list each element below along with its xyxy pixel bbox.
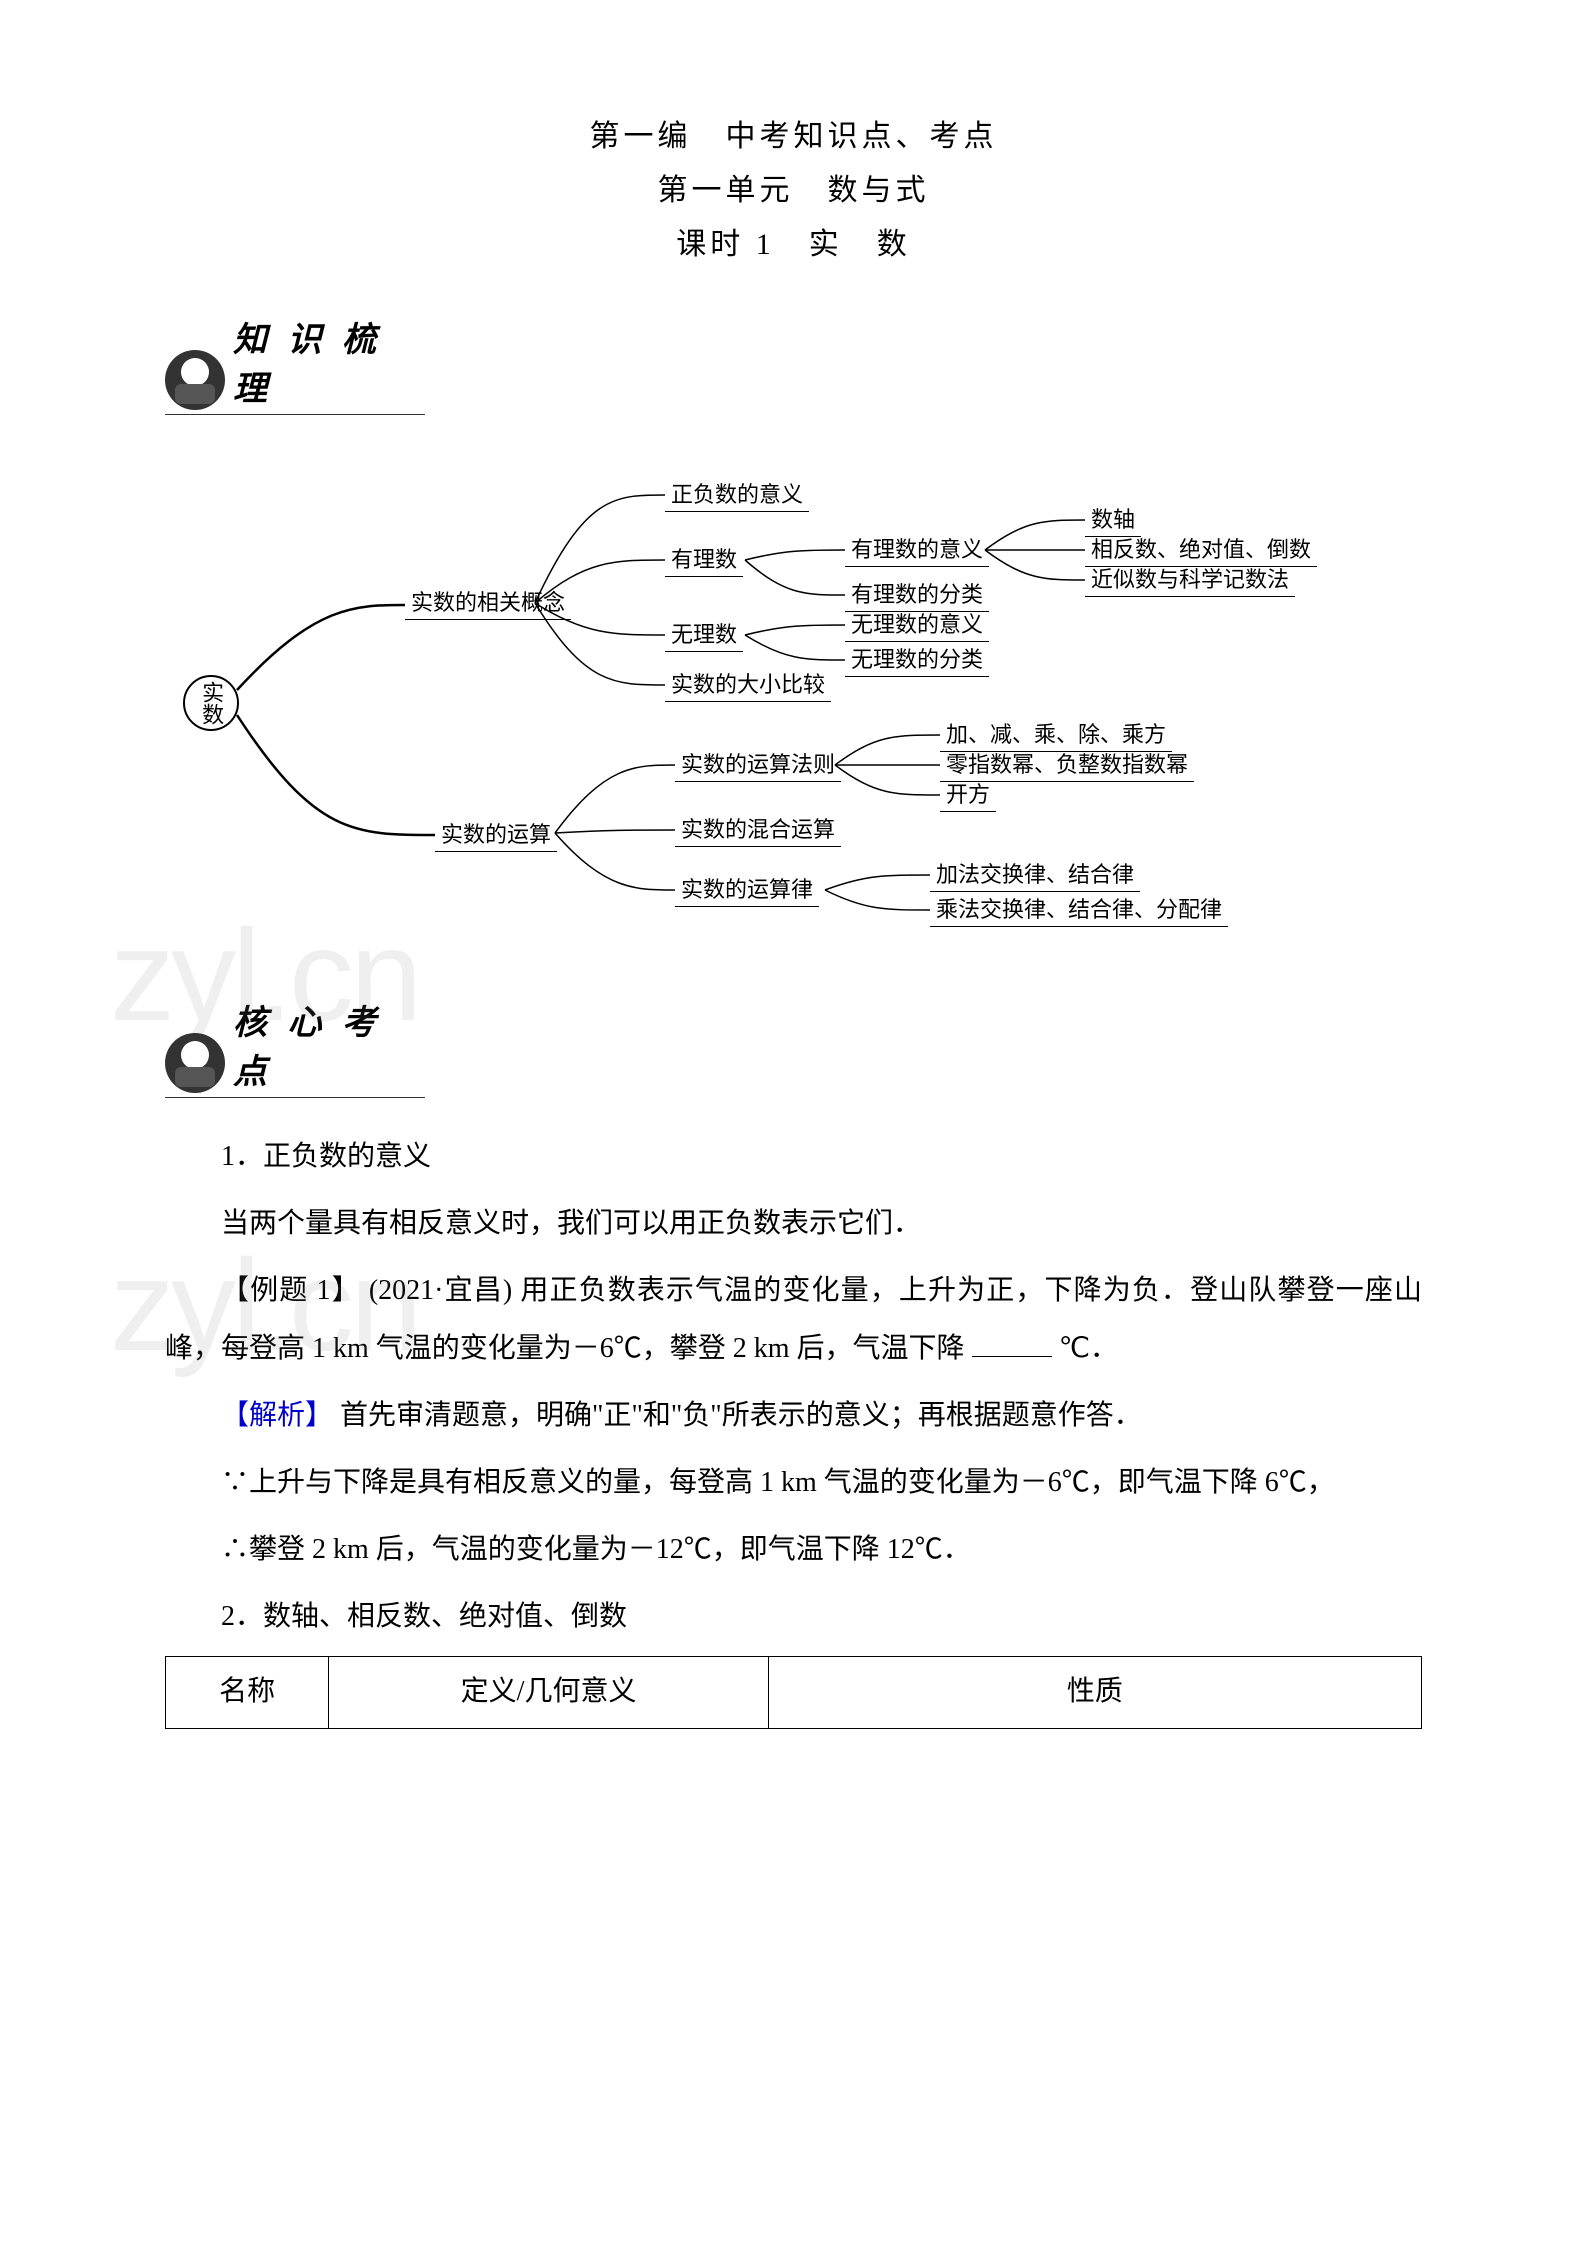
node-irr-meaning: 无理数的意义: [845, 607, 989, 642]
example-source: (2021·宜昌): [369, 1275, 512, 1306]
node-mullaw: 乘法交换律、结合律、分配律: [930, 892, 1228, 927]
th-name: 名称: [166, 1657, 329, 1729]
unit-title: 第一单元 数与式: [165, 164, 1422, 218]
p2-title: 2．数轴、相反数、绝对值、倒数: [165, 1588, 1422, 1647]
node-mixed: 实数的混合运算: [675, 812, 841, 847]
node-compare: 实数的大小比较: [665, 667, 831, 702]
node-root: 开方: [940, 777, 996, 812]
th-prop: 性质: [768, 1657, 1421, 1729]
mindmap-root: 实数: [183, 675, 239, 731]
node-concepts: 实数的相关概念: [405, 585, 571, 620]
mascot-icon: [165, 1033, 225, 1093]
node-approx: 近似数与科学记数法: [1085, 562, 1295, 597]
analysis-label: 【解析】: [221, 1400, 333, 1431]
section-header-zhishi: 知 识 梳 理: [165, 312, 425, 415]
page-content: 第一编 中考知识点、考点 第一单元 数与式 课时 1 实 数 知 识 梳 理: [0, 0, 1587, 1789]
table-header-row: 名称 定义/几何意义 性质: [166, 1657, 1422, 1729]
node-rational: 有理数: [665, 542, 743, 577]
therefore-line: ∴攀登 2 km 后，气温的变化量为－12℃，即气温下降 12℃．: [165, 1521, 1422, 1580]
mindmap: 实数 实数的相关概念 实数的运算 正负数的意义 有理数 无理数 实数的大小比较 …: [165, 435, 1365, 965]
mascot-icon: [165, 350, 225, 410]
analysis-para: 【解析】 首先审清题意，明确"正"和"负"所表示的意义；再根据题意作答．: [165, 1387, 1422, 1446]
node-irrational: 无理数: [665, 617, 743, 652]
fill-blank: [972, 1324, 1052, 1358]
p1-title: 1．正负数的意义: [165, 1128, 1422, 1187]
node-posneg: 正负数的意义: [665, 477, 809, 512]
section-header-hexin: 核 心 考 点: [165, 995, 425, 1098]
node-rules: 实数的运算法则: [675, 747, 841, 782]
definition-table: 名称 定义/几何意义 性质: [165, 1656, 1422, 1729]
node-irr-class: 无理数的分类: [845, 642, 989, 677]
section-title: 知 识 梳 理: [233, 312, 425, 410]
section-title: 核 心 考 点: [233, 995, 425, 1093]
p1-text: 当两个量具有相反意义时，我们可以用正负数表示它们．: [165, 1195, 1422, 1254]
title-block: 第一编 中考知识点、考点 第一单元 数与式 课时 1 实 数: [165, 110, 1422, 272]
node-addlaw: 加法交换律、结合律: [930, 857, 1140, 892]
example-text-2: ℃．: [1059, 1333, 1118, 1364]
because-line: ∵上升与下降是具有相反意义的量，每登高 1 km 气温的变化量为－6℃，即气温下…: [165, 1454, 1422, 1513]
th-def: 定义/几何意义: [329, 1657, 769, 1729]
node-ops: 实数的运算: [435, 817, 557, 852]
part-title: 第一编 中考知识点、考点: [165, 110, 1422, 164]
text-body: 1．正负数的意义 当两个量具有相反意义时，我们可以用正负数表示它们． 【例题 1…: [165, 1128, 1422, 1729]
lesson-title: 课时 1 实 数: [165, 218, 1422, 272]
example-label: 【例题 1】: [221, 1275, 361, 1306]
analysis-text: 首先审清题意，明确"正"和"负"所表示的意义；再根据题意作答．: [340, 1400, 1142, 1431]
node-rational-meaning: 有理数的意义: [845, 532, 989, 567]
example-para: 【例题 1】 (2021·宜昌) 用正负数表示气温的变化量，上升为正，下降为负．…: [165, 1262, 1422, 1380]
node-laws: 实数的运算律: [675, 872, 819, 907]
